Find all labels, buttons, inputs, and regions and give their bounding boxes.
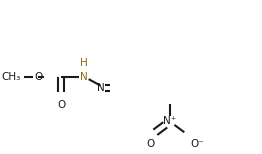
Text: N⁺: N⁺ xyxy=(163,116,176,126)
Text: O⁻: O⁻ xyxy=(191,139,205,149)
Text: CH₃: CH₃ xyxy=(2,72,21,82)
Text: O: O xyxy=(34,72,42,82)
Text: H: H xyxy=(80,58,88,68)
Text: N: N xyxy=(97,83,105,93)
Text: N: N xyxy=(80,72,88,82)
Text: O: O xyxy=(57,100,65,110)
Text: O: O xyxy=(147,139,155,149)
